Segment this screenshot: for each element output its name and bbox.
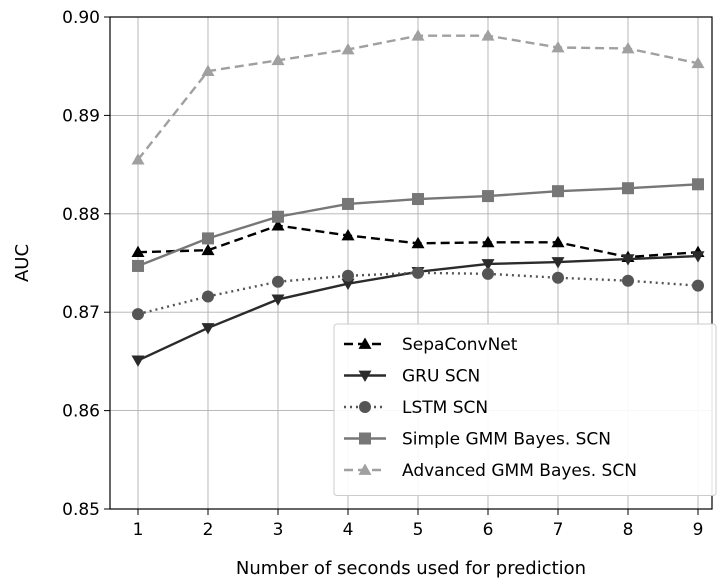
data-point [481, 29, 495, 41]
x-tick-label: 2 [203, 520, 214, 540]
data-point [552, 185, 564, 198]
data-point [272, 275, 284, 288]
data-point [131, 245, 145, 258]
data-point [622, 182, 634, 195]
data-point [552, 271, 564, 284]
data-point [691, 251, 705, 263]
x-tick-label: 3 [273, 520, 284, 540]
x-axis-label: Number of seconds used for prediction [236, 558, 586, 579]
x-tick-label: 8 [623, 520, 634, 540]
data-point [411, 29, 425, 41]
data-point [692, 279, 704, 292]
data-point [551, 41, 565, 53]
y-tick-label: 0.89 [62, 106, 100, 126]
series-line [137, 271, 699, 316]
legend-label: SepaConvNet [402, 335, 518, 355]
data-point [482, 267, 494, 280]
data-point [692, 178, 704, 191]
data-point [132, 308, 144, 321]
data-point [412, 193, 424, 206]
x-tick-label: 9 [693, 520, 704, 540]
legend-label: GRU SCN [402, 367, 480, 387]
data-point [271, 219, 285, 231]
data-point [202, 232, 214, 245]
legend-label: Advanced GMM Bayes. SCN [402, 461, 637, 481]
y-tick-label: 0.90 [62, 8, 100, 28]
legend: SepaConvNet GRU SCN LSTM SCN Simple GMM Bay… [333, 323, 717, 496]
data-point [341, 228, 355, 241]
legend-entry: Advanced GMM Bayes. SCN [344, 461, 637, 481]
x-tick-label: 4 [343, 520, 354, 540]
data-point [131, 153, 145, 165]
legend-marker [358, 463, 372, 475]
data-point [551, 257, 565, 269]
data-point [621, 254, 635, 266]
data-point [342, 197, 354, 210]
legend-marker [358, 337, 372, 349]
data-point [621, 41, 635, 54]
data-point [342, 269, 354, 282]
data-point [481, 235, 495, 248]
legend-marker [359, 432, 371, 445]
plot-series [131, 29, 705, 367]
y-tick-label: 0.88 [62, 205, 100, 225]
data-point [271, 294, 285, 306]
data-point [482, 190, 494, 203]
data-point [201, 64, 215, 76]
data-point [341, 42, 355, 55]
data-point [202, 290, 214, 303]
y-tick-label: 0.87 [62, 303, 100, 323]
legend-label: Simple GMM Bayes. SCN [402, 430, 611, 450]
legend-marker [358, 370, 372, 382]
data-point [131, 355, 145, 367]
legend-entry: GRU SCN [344, 367, 480, 387]
data-point [551, 235, 565, 248]
data-point [201, 243, 215, 256]
data-point [201, 323, 215, 335]
data-point [272, 210, 284, 223]
x-tick-label: 1 [133, 520, 144, 540]
data-point [132, 259, 144, 272]
series-lstm-scn [132, 266, 704, 321]
legend-entry: SepaConvNet [344, 335, 518, 355]
series-simple-gmm-bayes-scn [132, 178, 704, 272]
x-tick-label: 5 [413, 520, 424, 540]
legend-label: LSTM SCN [402, 398, 488, 418]
y-tick-label: 0.85 [62, 500, 100, 520]
y-axis-label: AUC [12, 244, 33, 282]
series-advanced-gmm-bayes-scn [131, 29, 705, 165]
y-tick-label: 0.86 [62, 402, 100, 422]
legend-entry: Simple GMM Bayes. SCN [344, 430, 611, 450]
data-point [411, 236, 425, 249]
data-point [622, 274, 634, 287]
data-point [691, 56, 705, 69]
x-tick-label: 7 [553, 520, 564, 540]
plot-frame [109, 16, 713, 510]
data-point [481, 259, 495, 271]
legend-box [333, 323, 717, 496]
data-point [271, 53, 285, 66]
legend-marker [359, 401, 371, 413]
x-tick-label: 6 [483, 520, 494, 540]
legend-entry: LSTM SCN [344, 398, 488, 418]
data-point [412, 266, 424, 279]
data-point [341, 278, 355, 291]
axis-ticks: 1 2 3 4 5 6 7 8 9 0.85 0.86 0.87 0.88 0.89 0.90 [62, 8, 703, 540]
